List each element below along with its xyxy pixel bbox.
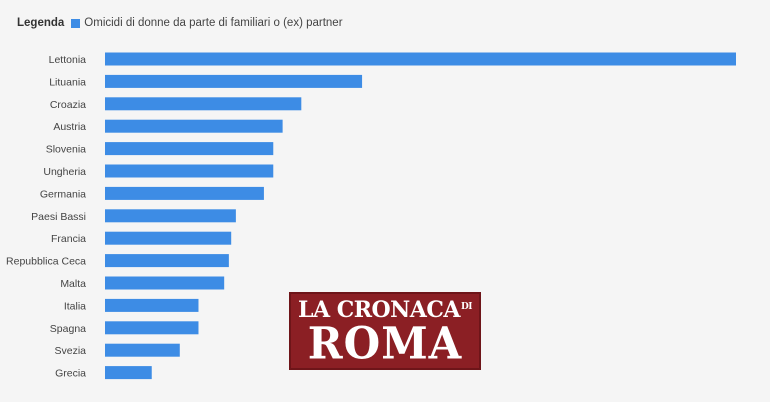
bar[interactable] bbox=[105, 119, 283, 133]
category-label: Spagna bbox=[50, 323, 86, 335]
legend-swatch bbox=[71, 18, 81, 28]
category-label: Lettonia bbox=[49, 54, 87, 66]
bar[interactable] bbox=[105, 209, 236, 223]
logo-line1-small: DI bbox=[460, 301, 473, 312]
category-label: Ungheria bbox=[43, 166, 86, 178]
bar[interactable] bbox=[105, 298, 199, 312]
bar[interactable] bbox=[105, 52, 736, 66]
la-cronaca-di-roma-logo: LA CRONACADI ROMA bbox=[289, 292, 481, 370]
legend-title: Legenda bbox=[17, 17, 65, 29]
bar[interactable] bbox=[105, 254, 229, 268]
category-label: Francia bbox=[51, 233, 86, 245]
bar[interactable] bbox=[105, 97, 302, 111]
bar[interactable] bbox=[105, 366, 152, 380]
category-label: Slovenia bbox=[46, 144, 86, 156]
bar[interactable] bbox=[105, 164, 274, 178]
category-label: Austria bbox=[53, 121, 86, 133]
category-label: Lituania bbox=[49, 76, 86, 88]
logo-line2: ROMA bbox=[307, 317, 463, 370]
legend: Legenda Omicidi di donne da parte di fam… bbox=[17, 15, 343, 31]
bar[interactable] bbox=[105, 186, 264, 200]
bar[interactable] bbox=[105, 343, 180, 357]
legend-series-label: Omicidi di donne da parte di familiari o… bbox=[84, 17, 343, 29]
bar[interactable] bbox=[105, 321, 199, 335]
bar[interactable] bbox=[105, 231, 232, 245]
bar[interactable] bbox=[105, 74, 363, 88]
category-label: Malta bbox=[60, 278, 86, 290]
category-label: Paesi Bassi bbox=[31, 211, 86, 223]
category-label: Croazia bbox=[50, 99, 86, 111]
bar[interactable] bbox=[105, 276, 225, 290]
category-label: Grecia bbox=[55, 368, 86, 380]
logo-line1: LA CRONACADI bbox=[291, 297, 479, 323]
bar[interactable] bbox=[105, 142, 274, 156]
category-label: Svezia bbox=[54, 345, 86, 357]
category-label: Repubblica Ceca bbox=[6, 256, 86, 268]
logo-line1-text: LA CRONACA bbox=[298, 297, 460, 323]
category-label: Italia bbox=[64, 300, 86, 312]
category-label: Germania bbox=[40, 188, 86, 200]
